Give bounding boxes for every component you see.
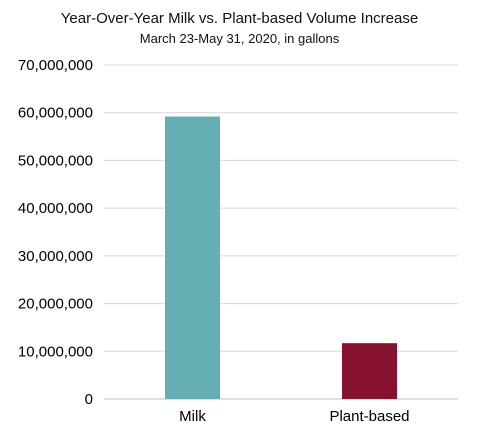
chart-subtitle: March 23-May 31, 2020, in gallons <box>139 31 340 46</box>
y-tick-label: 40,000,000 <box>18 200 93 217</box>
y-tick-label: 70,000,000 <box>18 57 93 74</box>
x-category-label: Plant-based <box>329 408 409 425</box>
chart-title: Year-Over-Year Milk vs. Plant-based Volu… <box>60 10 419 27</box>
y-tick-label: 30,000,000 <box>18 248 93 265</box>
bar-plant-based <box>342 343 397 399</box>
x-category-label: Milk <box>179 408 206 425</box>
y-tick-label: 60,000,000 <box>18 105 93 122</box>
y-tick-label: 0 <box>85 391 93 408</box>
bar-milk <box>165 116 220 399</box>
y-tick-label: 50,000,000 <box>18 152 93 169</box>
y-tick-label: 20,000,000 <box>18 296 93 313</box>
y-tick-label: 10,000,000 <box>18 343 93 360</box>
